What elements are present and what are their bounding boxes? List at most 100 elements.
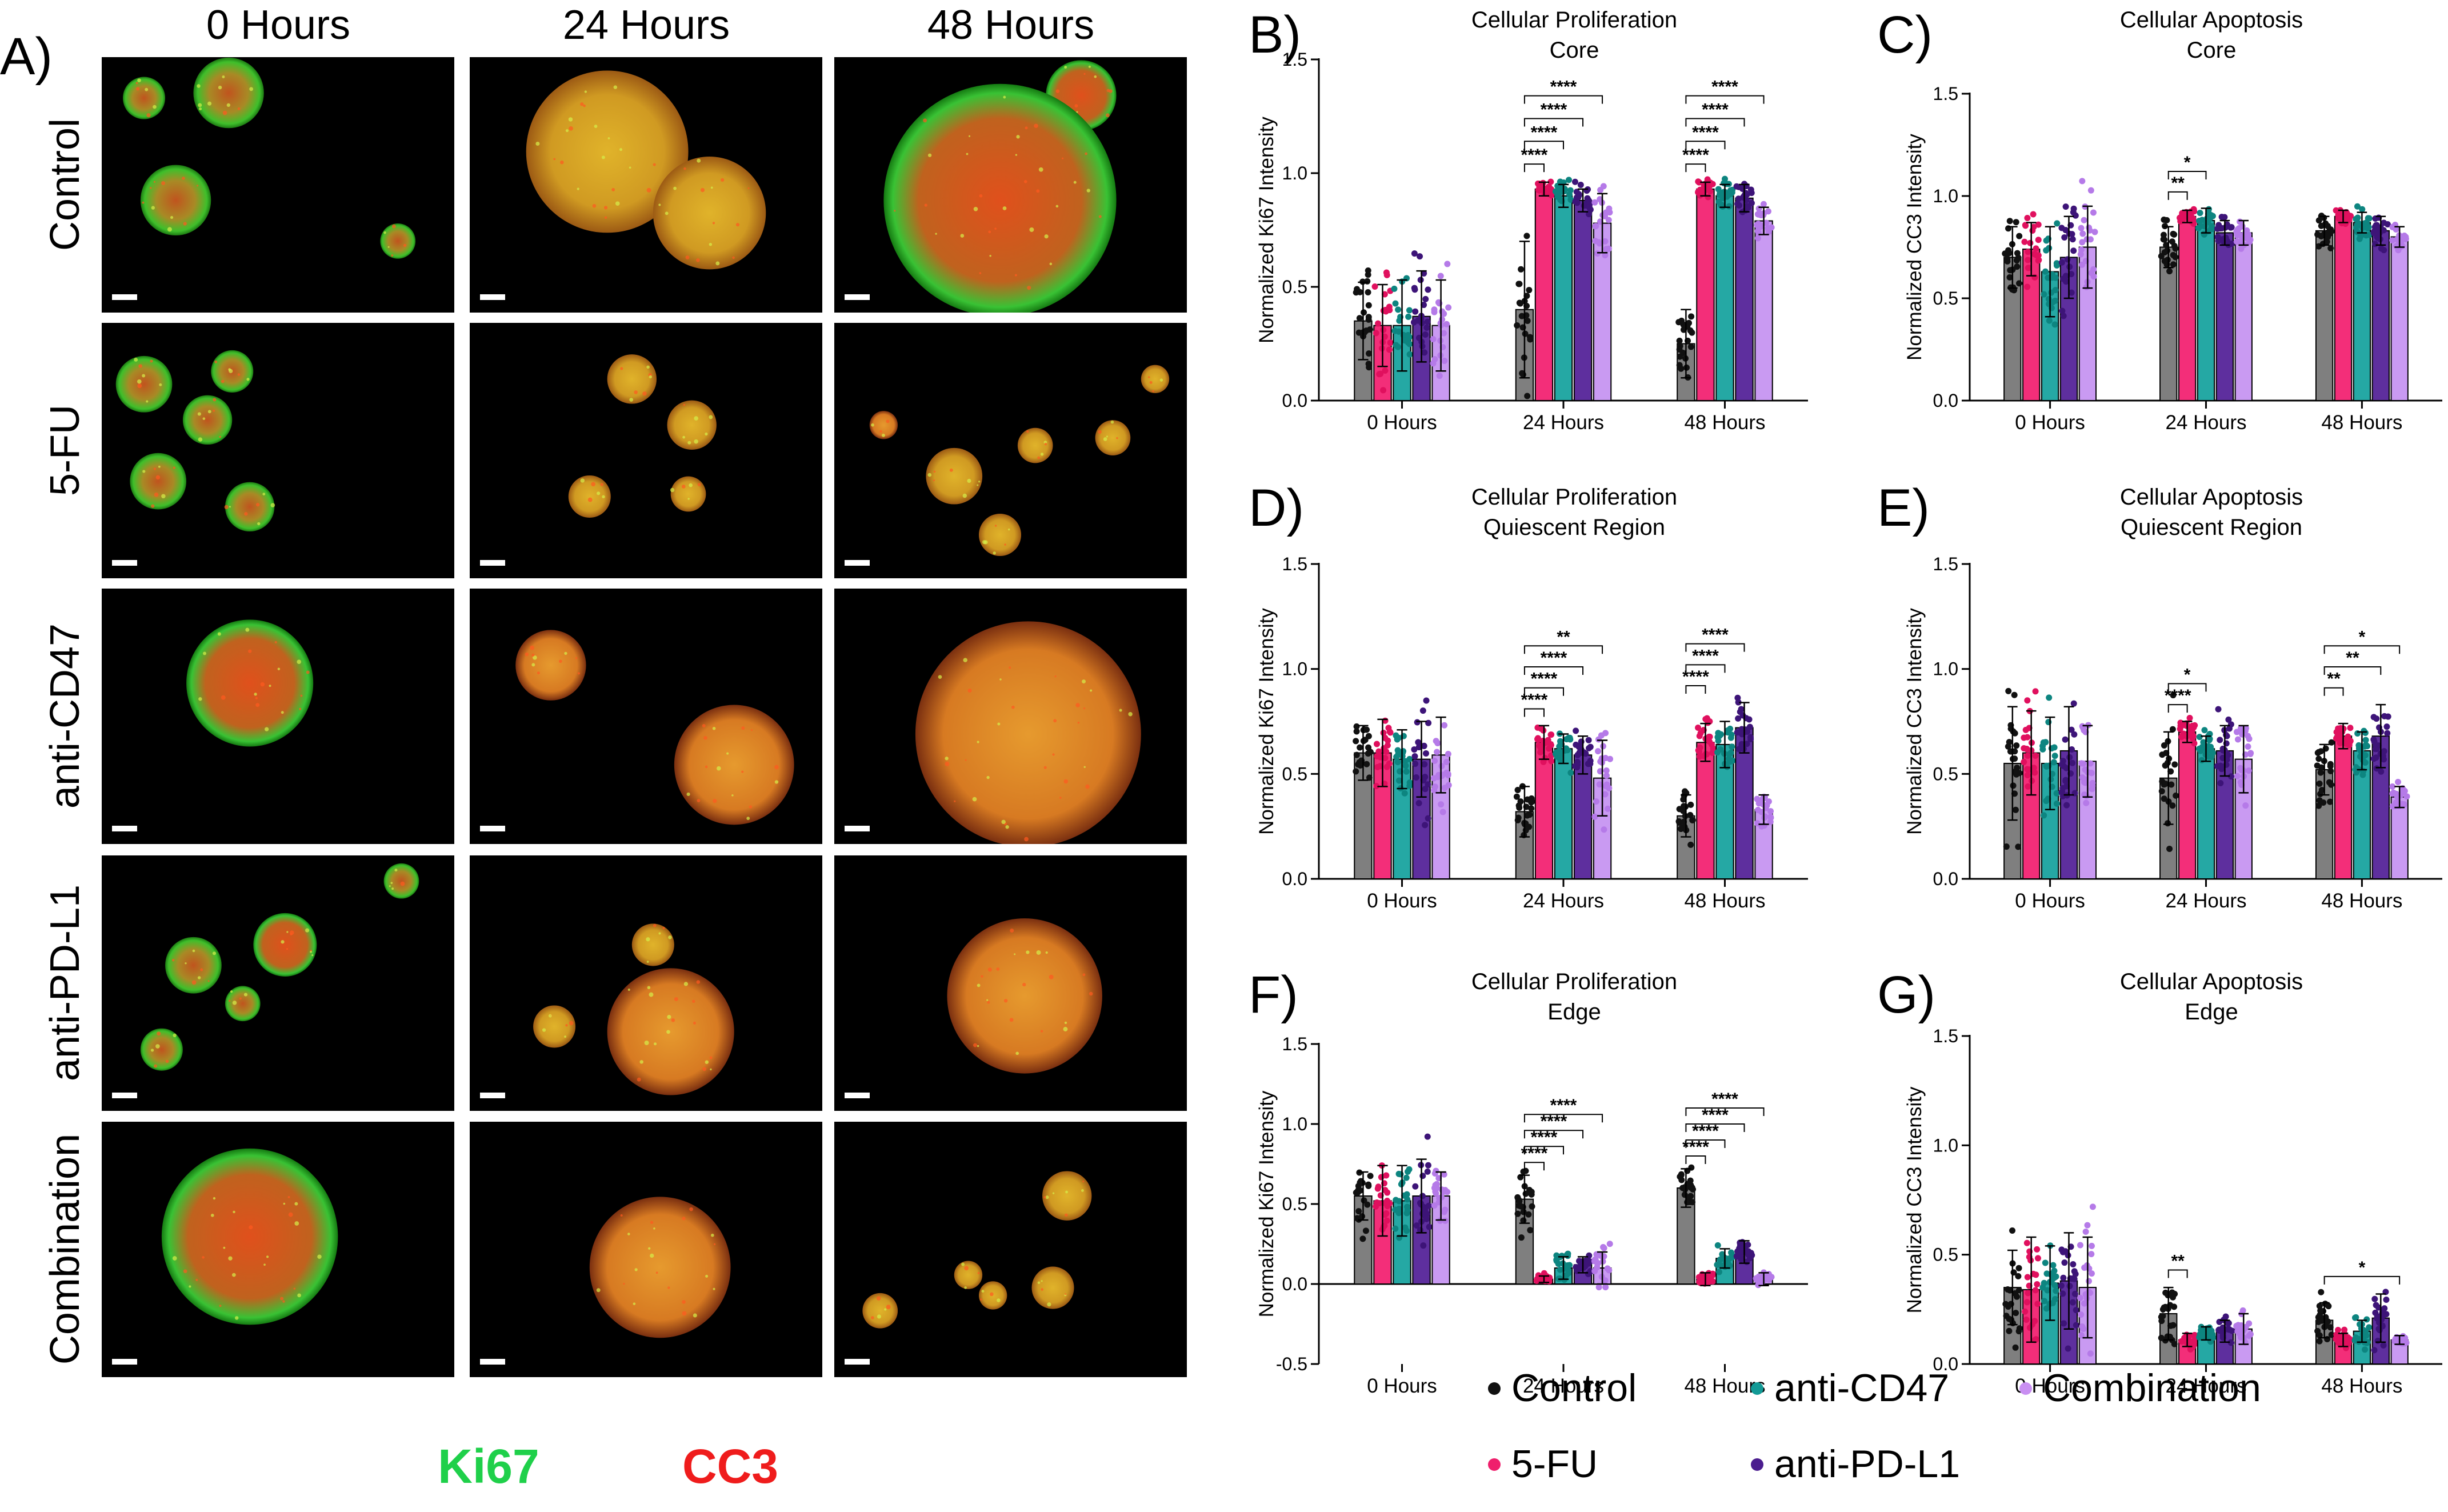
data-point bbox=[1395, 306, 1402, 313]
data-point bbox=[1545, 737, 1551, 743]
data-point bbox=[2344, 735, 2351, 742]
data-point bbox=[2177, 215, 2184, 222]
panel-letter: F) bbox=[1249, 966, 1298, 1024]
speckle bbox=[697, 799, 701, 802]
speckle bbox=[886, 419, 890, 423]
speckle bbox=[294, 1221, 299, 1226]
speckle bbox=[967, 688, 972, 693]
speckle bbox=[269, 685, 271, 687]
data-point bbox=[2218, 214, 2225, 221]
spheroid bbox=[568, 475, 611, 518]
data-point bbox=[1557, 750, 1563, 757]
speckle bbox=[154, 492, 159, 497]
spheroid bbox=[115, 355, 173, 413]
data-point bbox=[2015, 1265, 2022, 1271]
data-point bbox=[1566, 191, 1573, 198]
speckle bbox=[1086, 189, 1090, 193]
speckle bbox=[685, 255, 690, 259]
speckle bbox=[583, 104, 586, 107]
data-point bbox=[2171, 1290, 2178, 1297]
data-point bbox=[1385, 737, 1391, 744]
data-point bbox=[1574, 764, 1581, 771]
data-point bbox=[2166, 268, 2173, 275]
significance-bracket bbox=[2167, 171, 2207, 180]
data-point bbox=[2039, 1284, 2046, 1291]
data-point bbox=[1401, 790, 1408, 797]
data-point bbox=[1593, 1259, 1600, 1266]
speckle bbox=[248, 649, 252, 653]
bar-charts: B) Cellular Proliferation Core Normalized K… bbox=[1249, 6, 2442, 1397]
speckle bbox=[191, 980, 197, 985]
data-point bbox=[1422, 1206, 1429, 1213]
scale-bar bbox=[845, 294, 870, 300]
data-point bbox=[2364, 225, 2371, 231]
data-point bbox=[2177, 719, 2184, 726]
speckle bbox=[230, 990, 233, 993]
data-point bbox=[1746, 723, 1753, 730]
data-point bbox=[2170, 261, 2177, 268]
data-point bbox=[2068, 289, 2075, 296]
data-point bbox=[1437, 273, 1444, 279]
speckle bbox=[655, 1271, 658, 1274]
speckle bbox=[183, 222, 187, 226]
speckle bbox=[1055, 89, 1060, 93]
data-point bbox=[2066, 1282, 2073, 1289]
data-point bbox=[1682, 788, 1689, 795]
data-point bbox=[1734, 201, 1741, 207]
data-point bbox=[1721, 1254, 1727, 1261]
speckle bbox=[700, 188, 705, 193]
data-point bbox=[2158, 1334, 2165, 1341]
speckle bbox=[1073, 181, 1077, 184]
data-point bbox=[2025, 249, 2031, 255]
data-point bbox=[2053, 260, 2060, 267]
data-point bbox=[2218, 766, 2225, 773]
speckle bbox=[1025, 126, 1028, 130]
data-point bbox=[2006, 1327, 2013, 1334]
microscopy-tile bbox=[834, 57, 1187, 313]
data-point bbox=[2187, 211, 2194, 218]
data-point bbox=[1754, 235, 1761, 242]
data-point bbox=[2242, 802, 2249, 809]
data-point bbox=[2071, 1275, 2078, 1282]
data-point bbox=[1567, 769, 1574, 776]
y-tick-label: 1.5 bbox=[1282, 1034, 1307, 1054]
data-point bbox=[1533, 1277, 1540, 1284]
spheroid bbox=[1017, 427, 1053, 463]
data-point bbox=[1565, 177, 1572, 183]
data-point bbox=[1392, 300, 1399, 307]
data-point bbox=[1353, 723, 1360, 730]
speckle bbox=[391, 254, 394, 257]
speckle bbox=[400, 881, 405, 886]
data-point bbox=[1591, 1267, 1598, 1274]
data-point bbox=[1353, 738, 1359, 745]
speckle bbox=[1045, 1195, 1049, 1199]
data-point bbox=[2371, 1347, 2378, 1354]
speckle bbox=[702, 724, 706, 727]
speckle bbox=[683, 403, 686, 406]
data-point bbox=[1414, 719, 1421, 726]
data-point bbox=[2356, 235, 2363, 242]
data-point bbox=[2069, 759, 2076, 766]
data-point bbox=[2337, 725, 2344, 731]
data-point bbox=[2087, 760, 2094, 767]
microscopy-tile bbox=[470, 57, 822, 313]
significance-label: * bbox=[2359, 627, 2366, 646]
data-point bbox=[1441, 358, 1448, 365]
data-point bbox=[1386, 729, 1393, 735]
data-point bbox=[2043, 1305, 2050, 1312]
significance-label: * bbox=[2184, 665, 2191, 684]
significance-label: **** bbox=[1541, 100, 1567, 119]
data-point bbox=[1412, 1183, 1419, 1190]
scale-bar bbox=[480, 294, 505, 300]
speckle bbox=[243, 993, 248, 997]
speckle bbox=[1003, 95, 1006, 99]
data-point bbox=[1600, 183, 1607, 190]
data-point bbox=[1695, 188, 1702, 195]
data-point bbox=[2006, 739, 2013, 746]
data-point bbox=[2068, 726, 2075, 733]
legend-marker bbox=[2019, 1382, 2032, 1395]
row-title: anti-PD-L1 bbox=[42, 885, 88, 1081]
speckle bbox=[198, 103, 202, 107]
speckle bbox=[239, 997, 242, 1000]
speckle bbox=[1083, 73, 1086, 75]
